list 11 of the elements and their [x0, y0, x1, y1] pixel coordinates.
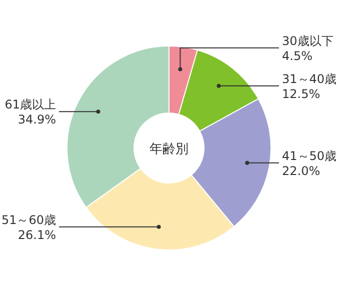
slice-label: 51～60歳: [1, 212, 56, 227]
slice-label: 41～50歳: [282, 148, 337, 163]
data-label: 4.5%: [282, 48, 312, 63]
slice-label: 61歳以上: [4, 98, 56, 112]
data-label: 26.1%: [18, 228, 56, 242]
data-label: 12.5%: [282, 86, 320, 101]
text: 年齢別: [150, 142, 188, 157]
slice-label: 30歳以下: [282, 34, 334, 48]
data-label: 34.9%: [18, 112, 56, 127]
data-label: 22.0%: [282, 164, 320, 178]
slice-label: 31～40歳: [282, 72, 337, 86]
